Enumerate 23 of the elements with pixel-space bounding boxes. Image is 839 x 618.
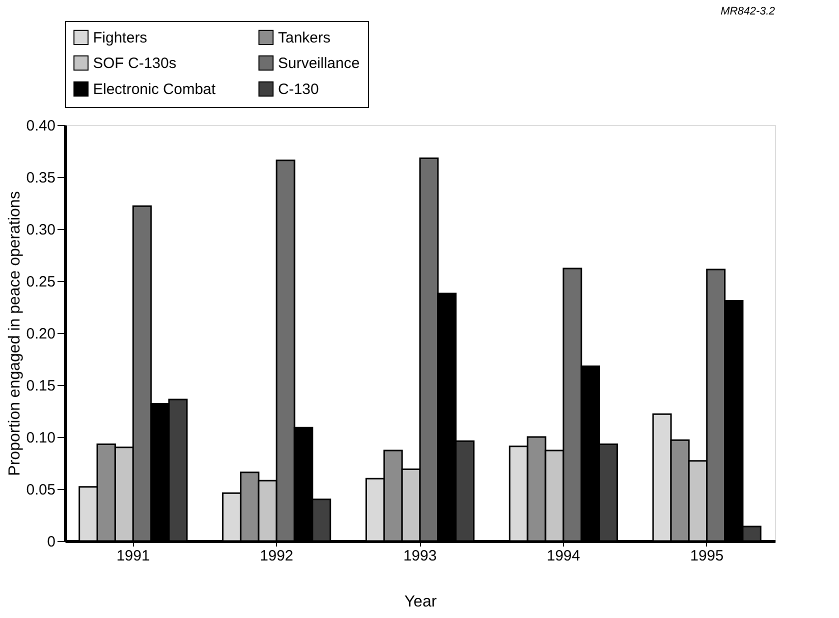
legend-label: SOF C-130s bbox=[93, 55, 176, 72]
y-tick-label: 0 bbox=[47, 534, 56, 550]
y-tick-label: 0.40 bbox=[26, 118, 56, 134]
y-tick-label: 0.05 bbox=[26, 482, 56, 498]
x-axis-title: Year bbox=[404, 594, 438, 610]
x-tick-label: 1992 bbox=[260, 548, 294, 564]
y-tick-label: 0.10 bbox=[26, 430, 56, 446]
y-tick-label: 0.35 bbox=[26, 170, 56, 186]
legend-label: Fighters bbox=[93, 29, 148, 46]
x-tick-label: 1991 bbox=[116, 548, 150, 564]
y-tick-label: 0.15 bbox=[26, 378, 56, 394]
y-tick-label: 0.30 bbox=[26, 222, 56, 238]
x-tick-label: 1995 bbox=[690, 548, 724, 564]
y-tick-label: 0.25 bbox=[26, 274, 56, 290]
legend-label: Tankers bbox=[278, 29, 331, 46]
legend-label: Surveillance bbox=[278, 55, 360, 72]
y-tick-label: 0.20 bbox=[26, 326, 56, 342]
y-axis-title: Proportion engaged in peace operations bbox=[6, 191, 24, 476]
x-tick-label: 1994 bbox=[546, 548, 580, 564]
x-tick-label: 1993 bbox=[403, 548, 437, 564]
text: MR842-3.2 bbox=[720, 6, 775, 18]
legend-label: Electronic Combat bbox=[93, 81, 216, 98]
legend-label: C-130 bbox=[278, 81, 319, 98]
